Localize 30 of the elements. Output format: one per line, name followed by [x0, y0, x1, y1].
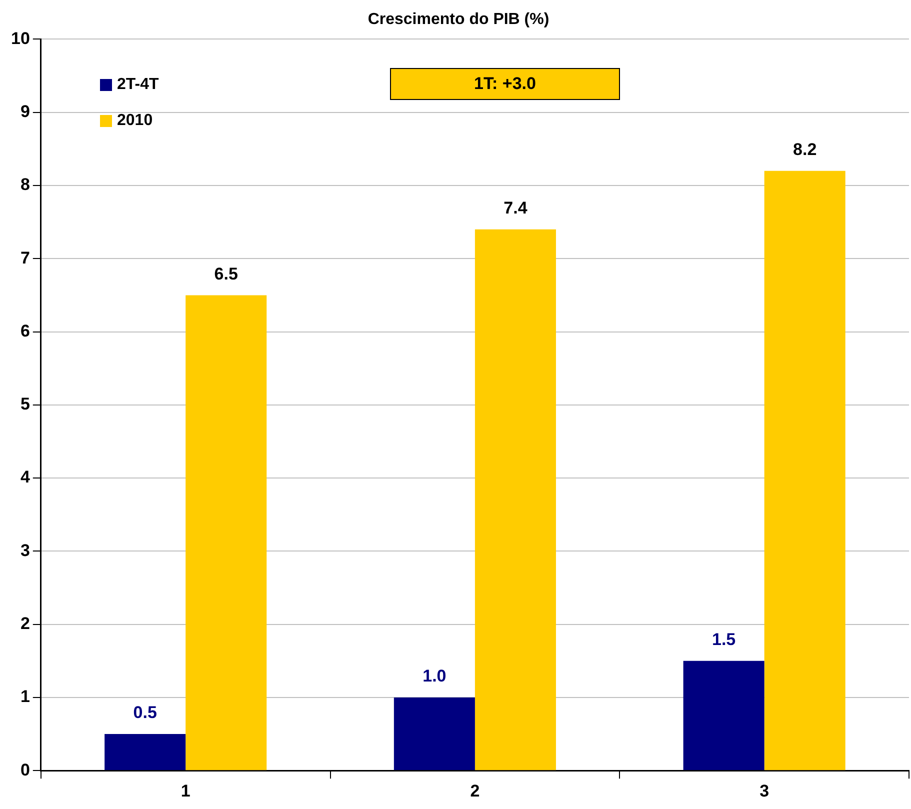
data-label: 7.4: [504, 198, 528, 218]
x-tick-label: 3: [760, 781, 770, 800]
y-tick-label: 4: [20, 468, 30, 487]
bar: [186, 295, 267, 770]
bar: [394, 697, 475, 770]
data-label: 6.5: [214, 264, 238, 284]
chart-title: Crescimento do PIB (%): [368, 11, 550, 28]
legend-label: 2T-4T: [117, 76, 159, 94]
y-tick-label: 9: [20, 102, 30, 122]
bar: [104, 734, 186, 770]
y-tick-label: 5: [20, 394, 30, 414]
bar: [683, 660, 764, 770]
bar: [764, 170, 846, 770]
legend-label: 2010: [117, 112, 153, 130]
data-label: 0.5: [133, 703, 157, 722]
y-tick-label: 7: [20, 248, 30, 268]
y-tick-label: 1: [20, 687, 30, 706]
y-tick-label: 0: [20, 760, 30, 780]
x-tick-label: 1: [180, 781, 190, 800]
y-tick-label: 2: [20, 614, 30, 634]
y-tick-label: 10: [10, 28, 30, 48]
data-label: 8.2: [793, 140, 817, 160]
y-tick-label: 3: [20, 540, 30, 560]
note-box: 1T: +3.0: [390, 68, 620, 100]
bar: [474, 229, 556, 770]
data-label: 1.5: [712, 630, 736, 650]
y-tick-label: 6: [20, 321, 30, 340]
data-label: 1.0: [422, 666, 446, 686]
x-tick-label: 2: [470, 781, 480, 800]
y-tick-label: 8: [20, 175, 30, 194]
